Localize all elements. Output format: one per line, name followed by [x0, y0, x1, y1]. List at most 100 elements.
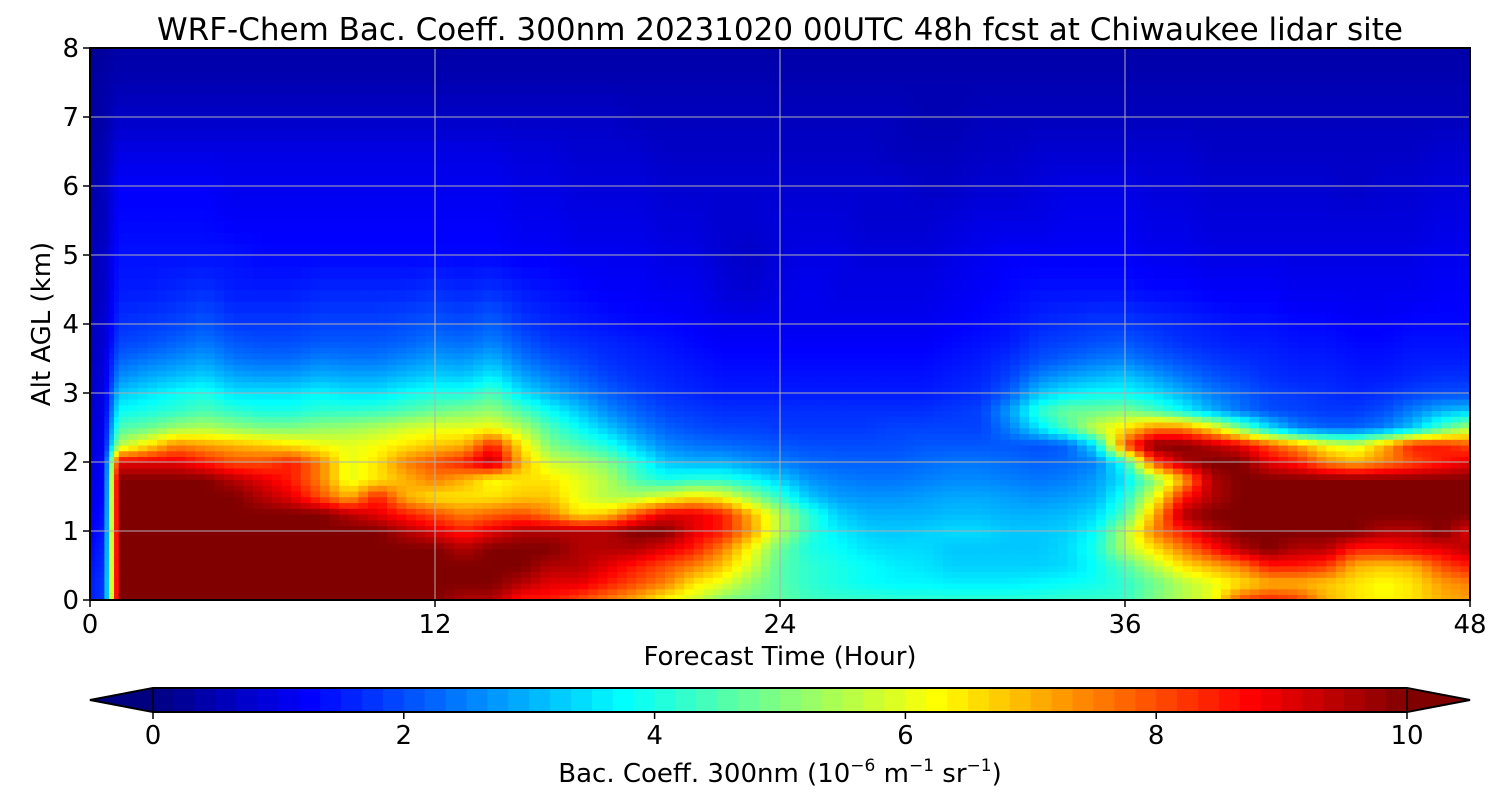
heatmap-cell: [684, 542, 695, 550]
heatmap-cell: [1192, 508, 1203, 515]
heatmap-cell: [1355, 519, 1366, 527]
heatmap-cell: [406, 577, 417, 584]
heatmap-cell: [1278, 485, 1289, 492]
heatmap-cell: [751, 502, 762, 509]
heatmap-cell: [521, 582, 532, 590]
heatmap-cell: [1441, 525, 1452, 532]
heatmap-cell: [1096, 410, 1107, 417]
heatmap-cell: [1364, 485, 1375, 492]
heatmap-cell: [990, 594, 1002, 600]
heatmap-cell: [511, 565, 523, 573]
heatmap-cell: [885, 513, 896, 521]
heatmap-cell: [157, 502, 168, 509]
heatmap-cell: [521, 588, 532, 596]
heatmap-cell: [329, 548, 340, 555]
heatmap-cell: [684, 427, 695, 435]
heatmap-cell: [1010, 427, 1021, 435]
heatmap-cell: [233, 473, 245, 481]
heatmap-cell: [693, 582, 705, 590]
heatmap-cell: [818, 439, 829, 446]
heatmap-cell: [626, 456, 638, 463]
heatmap-cell: [387, 496, 398, 504]
heatmap-cell: [904, 571, 915, 578]
heatmap-cell: [281, 542, 293, 550]
heatmap-cell: [636, 531, 647, 538]
heatmap-cell: [377, 433, 388, 440]
heatmap-cell: [358, 571, 369, 578]
heatmap-cell: [751, 554, 762, 561]
heatmap-cell: [732, 421, 743, 429]
heatmap-cell: [1259, 490, 1270, 498]
heatmap-cell: [1287, 456, 1299, 463]
heatmap-cell: [674, 496, 685, 504]
heatmap-cell: [540, 542, 551, 550]
heatmap-cell: [1383, 582, 1395, 590]
heatmap-cell: [990, 571, 1002, 578]
heatmap-cell: [454, 536, 465, 544]
heatmap-cell: [1402, 554, 1414, 561]
heatmap-cell: [1307, 548, 1318, 555]
heatmap-cell: [780, 485, 791, 492]
heatmap-cell: [176, 548, 187, 555]
heatmap-cell: [578, 433, 590, 440]
heatmap-cell: [300, 416, 312, 423]
heatmap-cell: [588, 444, 599, 452]
heatmap-cell: [99, 439, 106, 446]
heatmap-cell: [1287, 410, 1299, 417]
heatmap-cell: [1316, 565, 1328, 573]
heatmap-cell: [799, 519, 810, 527]
heatmap-cell: [137, 404, 149, 412]
heatmap-cell: [722, 548, 733, 555]
heatmap-cell: [952, 467, 963, 475]
heatmap-cell: [914, 421, 925, 429]
heatmap-cell: [847, 508, 858, 515]
heatmap-cell: [760, 571, 772, 578]
heatmap-cell: [856, 416, 868, 423]
heatmap-cell: [1211, 565, 1222, 573]
heatmap-cell: [1249, 450, 1260, 458]
heatmap-cell: [1345, 513, 1356, 521]
heatmap-cell: [1268, 467, 1280, 475]
heatmap-cell: [387, 519, 398, 527]
heatmap-cell: [444, 508, 455, 515]
heatmap-cell: [1172, 531, 1184, 538]
heatmap-cell: [607, 467, 618, 475]
heatmap-cell: [684, 421, 695, 429]
heatmap-cell: [128, 398, 139, 406]
heatmap-cell: [128, 473, 139, 481]
heatmap-cell: [645, 467, 657, 475]
heatmap-cell: [195, 456, 206, 463]
heatmap-cell: [1048, 594, 1059, 600]
heatmap-cell: [104, 559, 110, 567]
heatmap-cell: [1038, 577, 1050, 584]
heatmap-cell: [1355, 525, 1366, 532]
heatmap-cell: [626, 444, 638, 452]
heatmap-cell: [693, 421, 705, 429]
heatmap-cell: [923, 479, 935, 486]
heatmap-cell: [1355, 444, 1366, 452]
heatmap-cell: [1057, 479, 1069, 486]
heatmap-cell: [415, 531, 427, 538]
heatmap-cell: [981, 490, 992, 498]
heatmap-cell: [1172, 508, 1184, 515]
heatmap-cell: [1460, 462, 1470, 469]
heatmap-cell: [1019, 467, 1030, 475]
heatmap-cell: [1393, 485, 1404, 492]
heatmap-cell: [923, 490, 935, 498]
heatmap-cell: [521, 594, 532, 600]
heatmap-cell: [1268, 565, 1280, 573]
heatmap-cell: [923, 502, 935, 509]
heatmap-cell: [847, 444, 858, 452]
heatmap-cell: [636, 548, 647, 555]
heatmap-cell: [1230, 462, 1241, 469]
heatmap-cell: [1335, 531, 1347, 538]
heatmap-cell: [1144, 554, 1155, 561]
heatmap-cell: [1096, 473, 1107, 481]
heatmap-cell: [588, 410, 599, 417]
heatmap-cell: [1374, 525, 1385, 532]
heatmap-cell: [885, 490, 896, 498]
heatmap-cell: [1316, 531, 1328, 538]
heatmap-cell: [1345, 444, 1356, 452]
heatmap-cell: [1240, 496, 1251, 504]
heatmap-cell: [559, 479, 570, 486]
